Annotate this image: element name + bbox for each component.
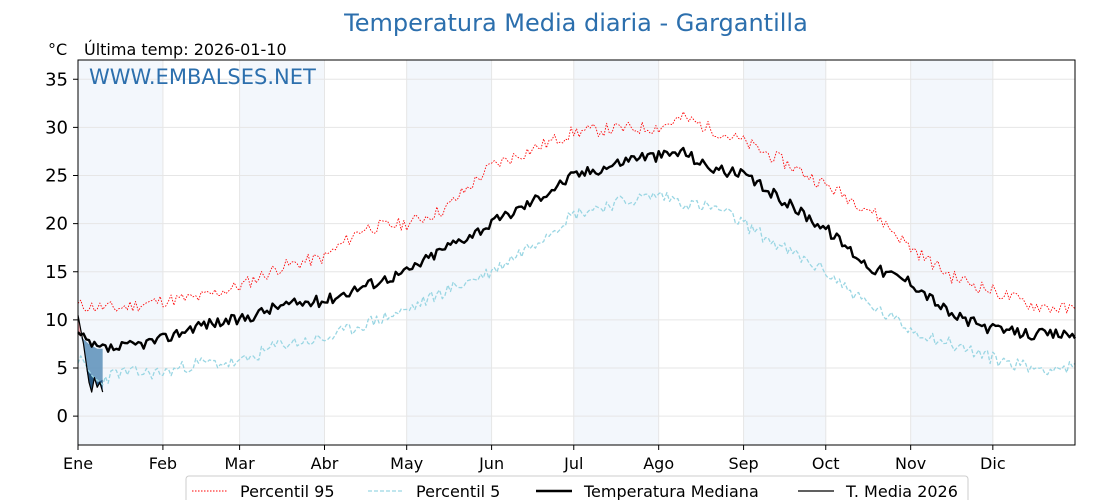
x-tick-label: Jun [478, 454, 504, 473]
y-unit-label: °C [48, 40, 67, 59]
x-tick-label: Ene [63, 454, 93, 473]
month-bands [78, 60, 993, 445]
chart-title: Temperatura Media diaria - Gargantilla [343, 9, 808, 37]
x-tick-label: Jul [563, 454, 583, 473]
y-tick-label: 10 [45, 310, 68, 331]
watermark: WWW.EMBALSES.NET [89, 65, 316, 89]
series-line [77, 191, 1076, 386]
plot-frame [77, 59, 1076, 446]
last-temp-label: Última temp: 2026-01-10 [84, 40, 287, 59]
x-tick-label: Dic [980, 454, 1006, 473]
x-tick-label: Abr [311, 454, 339, 473]
y-tick-label: 15 [45, 262, 68, 283]
month-band [573, 60, 659, 445]
legend-label: T. Media 2026 [845, 482, 958, 500]
y-axis: 0 5 10 15 20 25 30 35 [45, 69, 78, 427]
y-tick-label: 25 [45, 166, 68, 187]
series-line [77, 146, 1077, 353]
legend-label: Temperatura Mediana [583, 482, 759, 500]
x-tick-label: Mar [225, 454, 256, 473]
series-lines [77, 111, 1077, 393]
x-tick-label: Oct [812, 454, 840, 473]
y-tick-label: 20 [45, 214, 68, 235]
y-tick-label: 5 [57, 358, 68, 379]
month-band [406, 60, 492, 445]
month-band [239, 60, 325, 445]
month-band [910, 60, 993, 445]
x-axis: Ene Feb Mar Abr May Jun Jul Ago Sep Oct Nov Dic [63, 445, 1006, 473]
legend-box [185, 475, 969, 500]
y-tick-label: 35 [45, 69, 68, 90]
series-line [77, 111, 1076, 314]
y-tick-label: 30 [45, 117, 68, 138]
x-tick-label: Nov [895, 454, 926, 473]
x-tick-label: Ago [643, 454, 674, 473]
month-band [743, 60, 826, 445]
series-line [77, 314, 104, 393]
x-tick-label: May [390, 454, 423, 473]
legend: Percentil 95 Percentil 5 Temperatura Media… [185, 475, 969, 500]
legend-label: Percentil 95 [240, 482, 335, 500]
legend-label: Percentil 5 [416, 482, 500, 500]
x-tick-label: Feb [149, 454, 177, 473]
y-tick-label: 0 [57, 406, 68, 427]
x-tick-label: Sep [729, 454, 759, 473]
